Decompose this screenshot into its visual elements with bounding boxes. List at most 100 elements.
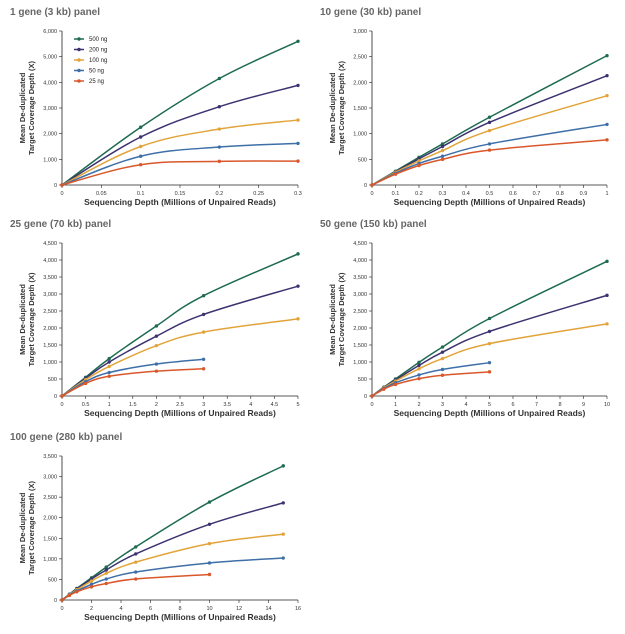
x-tick-label: 3: [202, 402, 205, 408]
series-25-ng: [60, 572, 212, 602]
data-point: [296, 39, 300, 43]
y-tick-label: 4,500: [353, 241, 367, 247]
y-axis-label-line: Mean De-duplicated: [18, 72, 27, 143]
data-point: [417, 373, 421, 377]
series-50-ng: [370, 360, 492, 398]
data-point: [207, 561, 212, 565]
data-point: [440, 345, 445, 349]
y-tick-label: 0: [54, 183, 57, 189]
data-point: [370, 394, 374, 398]
data-point: [138, 125, 143, 129]
y-tick-label: 0: [54, 394, 57, 400]
data-point: [201, 330, 206, 334]
data-point: [89, 582, 94, 587]
x-tick-label: 14: [265, 606, 271, 612]
data-point: [440, 148, 445, 153]
y-axis-label-line: Mean De-duplicated: [328, 72, 337, 143]
x-tick-label: 0.1: [137, 191, 145, 197]
data-point: [487, 148, 492, 152]
data-point: [154, 369, 159, 373]
data-point: [138, 135, 143, 139]
data-point: [487, 120, 492, 125]
series-50-ng: [60, 141, 300, 187]
data-point: [605, 138, 609, 142]
data-point: [107, 356, 111, 361]
series-50-ng: [60, 357, 206, 398]
data-point: [296, 159, 300, 163]
x-tick-label: 0.15: [175, 191, 186, 197]
data-point: [370, 183, 374, 187]
x-tick-label: 4: [119, 606, 122, 612]
data-point: [83, 381, 88, 386]
data-point: [75, 590, 79, 594]
x-tick-label: 1: [394, 402, 397, 408]
x-tick-label: 12: [236, 606, 242, 612]
x-tick-label: 16: [295, 606, 301, 612]
data-point: [107, 370, 111, 375]
x-tick-label: 3: [441, 402, 444, 408]
y-axis-label-line: Mean De-duplicated: [18, 492, 27, 563]
y-tick-label: 3,000: [43, 106, 57, 112]
legend-marker: [77, 79, 81, 83]
x-tick-label: 4.5: [271, 402, 279, 408]
y-tick-label: 3,000: [353, 29, 367, 35]
data-point: [104, 568, 108, 572]
data-point: [440, 373, 445, 377]
x-tick-label: 10: [206, 606, 212, 612]
data-point: [417, 367, 421, 371]
series-100-ng: [60, 317, 300, 398]
legend-label: 50 ng: [89, 69, 104, 75]
data-point: [281, 464, 285, 468]
x-tick-label: 0: [370, 402, 373, 408]
data-point: [440, 144, 445, 149]
data-point: [207, 500, 212, 504]
data-point: [417, 163, 421, 168]
data-point: [207, 541, 212, 546]
x-tick-label: 1: [605, 191, 608, 197]
legend-marker: [77, 37, 81, 41]
series-line: [61, 253, 299, 397]
y-axis-label: Mean De-duplicatedTarget Coverage Depth …: [18, 480, 36, 575]
panel-title: 100 gene (280 kb) panel: [10, 432, 122, 443]
series-line: [61, 84, 299, 186]
data-point: [393, 172, 398, 176]
x-tick-label: 3.5: [223, 402, 231, 408]
y-tick-label: 3,500: [43, 275, 57, 281]
series-line: [61, 318, 299, 397]
data-point: [605, 93, 609, 98]
data-point: [154, 362, 159, 366]
legend-marker: [77, 47, 81, 52]
legend-marker: [77, 68, 81, 73]
x-tick-label: 0.3: [439, 191, 447, 197]
x-tick-label: 0: [60, 191, 63, 197]
data-point: [138, 144, 143, 149]
x-tick-label: 6: [511, 402, 514, 408]
data-point: [440, 154, 445, 158]
data-point: [134, 570, 138, 574]
x-tick-label: 0.1: [392, 191, 400, 197]
x-tick-label: 0: [370, 191, 373, 197]
x-tick-label: 8: [178, 606, 181, 612]
data-point: [605, 53, 609, 58]
legend-label: 200 ng: [89, 48, 107, 54]
y-axis-label: Mean De-duplicatedTarget Coverage Depth …: [328, 60, 346, 155]
x-axis-label: Sequencing Depth (Millions of Unpaired R…: [394, 197, 586, 207]
series-100-ng: [60, 118, 300, 187]
data-point: [107, 364, 111, 369]
series-500-ng: [60, 464, 285, 602]
y-axis-label-line: Target Coverage Depth (X): [27, 480, 36, 575]
y-tick-label: 1,500: [43, 343, 57, 349]
data-point: [67, 593, 72, 598]
x-tick-label: 0.8: [556, 191, 564, 197]
data-point: [201, 294, 206, 298]
y-tick-label: 0: [364, 394, 367, 400]
x-tick-label: 4: [464, 402, 467, 408]
y-tick-label: 500: [358, 157, 367, 163]
y-tick-label: 3,500: [353, 275, 367, 281]
y-tick-label: 2,500: [353, 55, 367, 61]
y-tick-label: 2,500: [353, 309, 367, 315]
y-tick-label: 0: [364, 183, 367, 189]
y-tick-label: 1,500: [353, 343, 367, 349]
data-point: [89, 585, 94, 589]
x-tick-label: 8: [558, 402, 561, 408]
